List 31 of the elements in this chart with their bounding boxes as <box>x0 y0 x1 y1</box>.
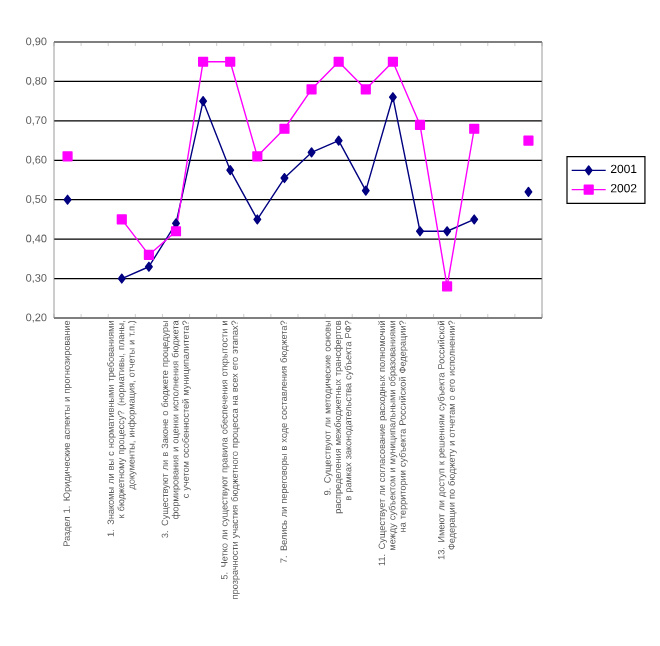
point <box>144 261 153 272</box>
point <box>306 84 317 95</box>
point <box>63 194 72 205</box>
point <box>523 135 534 146</box>
point <box>307 147 316 158</box>
point <box>143 249 154 260</box>
point <box>198 56 209 67</box>
point <box>225 56 236 67</box>
point <box>226 165 235 176</box>
point <box>469 123 480 134</box>
point <box>199 96 208 107</box>
point <box>361 185 370 196</box>
point <box>334 135 343 146</box>
point <box>443 226 452 237</box>
point <box>442 281 453 292</box>
point <box>253 214 262 225</box>
point <box>279 123 290 134</box>
point <box>388 92 397 103</box>
point <box>470 214 479 225</box>
point <box>414 119 426 130</box>
point <box>62 151 73 162</box>
point <box>252 151 263 162</box>
point <box>117 273 126 284</box>
point <box>333 56 344 67</box>
point <box>524 186 533 197</box>
point <box>170 226 182 237</box>
point <box>360 84 371 95</box>
point <box>116 214 127 225</box>
point <box>280 172 289 184</box>
point <box>416 226 424 237</box>
point <box>387 56 398 67</box>
